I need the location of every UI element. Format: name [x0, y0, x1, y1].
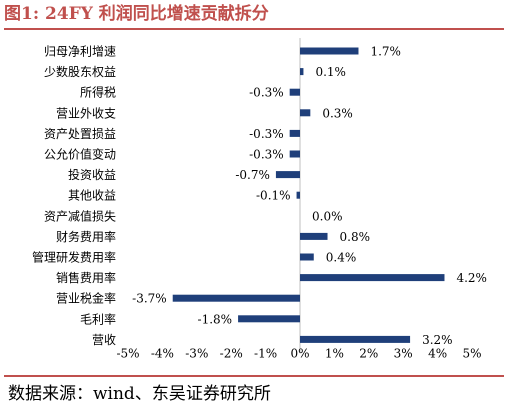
category-label: 投资收益	[68, 167, 116, 182]
source-note: 数据来源：wind、东吴证券研究所	[8, 384, 271, 404]
category-label: 所得税	[80, 85, 116, 100]
bar	[300, 47, 359, 55]
bar	[172, 294, 300, 302]
data-label: 0.1%	[315, 65, 346, 79]
category-label: 资产减值损失	[44, 208, 116, 223]
bar	[289, 129, 300, 137]
bar	[300, 109, 311, 117]
x-tick-label: 5%	[462, 346, 481, 360]
bar	[289, 88, 300, 96]
bar	[300, 253, 314, 261]
category-label: 管理研发费用率	[32, 250, 116, 265]
category-label: 销售费用率	[56, 270, 116, 285]
bar	[275, 171, 300, 179]
category-label: 毛利率	[80, 311, 116, 326]
data-label: -3.7%	[132, 292, 167, 306]
data-label: -1.8%	[198, 312, 233, 326]
x-tick-label: -5%	[116, 346, 139, 360]
category-label: 营业税金率	[56, 291, 116, 306]
data-label: -0.3%	[249, 148, 284, 162]
figure-title: 图1: 24FY 利润同比增速贡献拆分	[4, 4, 269, 24]
x-tick-label: -4%	[151, 346, 174, 360]
bar	[238, 315, 300, 323]
x-tick-label: -3%	[185, 346, 208, 360]
bar	[300, 335, 411, 343]
x-tick-label: 0%	[290, 346, 309, 360]
bar	[289, 150, 300, 158]
data-label: 0.0%	[312, 209, 343, 223]
data-label: -0.1%	[256, 189, 291, 203]
top-divider	[4, 28, 504, 30]
data-label: -0.3%	[249, 86, 284, 100]
bar	[296, 191, 300, 199]
data-label: -0.7%	[235, 168, 270, 182]
bottom-divider	[4, 375, 504, 377]
category-label: 营收	[92, 333, 116, 347]
x-tick-label: -2%	[220, 346, 243, 360]
x-tick-label: 1%	[325, 346, 344, 360]
bar	[300, 274, 445, 282]
x-tick-label: 3%	[394, 346, 413, 360]
bar	[300, 68, 304, 76]
data-label: 3.2%	[422, 333, 453, 347]
x-tick-label: 4%	[428, 346, 447, 360]
data-label: 4.2%	[456, 271, 487, 285]
bar-chart: 归母净利增速 1.7% 少数股东权益 0.1% 所得税 -0.3% 营业外收支 0.3% 资产处…	[32, 38, 487, 360]
category-label: 营业外收支	[56, 106, 116, 120]
x-tick-label: -1%	[254, 346, 277, 360]
category-label: 少数股东权益	[44, 64, 116, 79]
data-label: 1.7%	[370, 45, 401, 59]
category-label: 资产处置损益	[44, 127, 116, 141]
x-tick-label: 2%	[359, 346, 378, 360]
data-label: -0.3%	[249, 127, 284, 141]
data-label: 0.8%	[340, 230, 371, 244]
data-label: 0.3%	[322, 106, 353, 120]
data-label: 0.4%	[326, 251, 357, 265]
category-label: 其他收益	[68, 189, 116, 203]
bar	[300, 232, 328, 240]
category-label: 归母净利增速	[44, 45, 116, 59]
category-label: 公允价值变动	[44, 147, 116, 162]
category-label: 财务费用率	[56, 229, 116, 244]
